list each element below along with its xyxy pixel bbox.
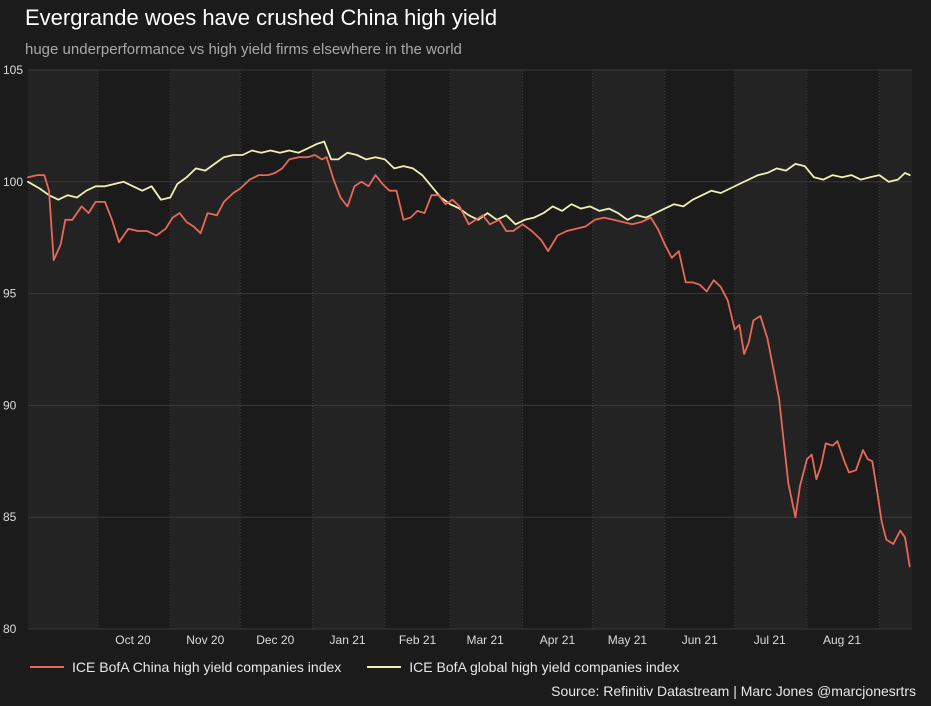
x-tick-label: Apr 21 bbox=[540, 633, 576, 647]
x-tick-label: Nov 20 bbox=[186, 633, 224, 647]
month-band bbox=[522, 70, 593, 629]
y-tick-label: 95 bbox=[3, 287, 17, 301]
month-band bbox=[807, 70, 880, 629]
legend-swatch-china bbox=[30, 666, 64, 668]
legend-label-global: ICE BofA global high yield companies ind… bbox=[409, 659, 680, 675]
month-band bbox=[592, 70, 665, 629]
y-tick-label: 105 bbox=[3, 63, 23, 77]
month-band bbox=[170, 70, 241, 629]
x-tick-label: Aug 21 bbox=[823, 633, 861, 647]
y-axis-ticks: 80 85 90 95 100 105 bbox=[3, 63, 23, 636]
x-tick-label: Dec 20 bbox=[256, 633, 294, 647]
legend-item-china: ICE BofA China high yield companies inde… bbox=[30, 659, 341, 675]
month-bands bbox=[28, 70, 912, 629]
month-band bbox=[664, 70, 735, 629]
gridlines bbox=[28, 69, 912, 630]
x-tick-label: Jan 21 bbox=[330, 633, 366, 647]
month-band bbox=[450, 70, 523, 629]
line-chart: 80 85 90 95 100 105 Oct 20 Nov 20 Dec 20 Jan 21 F… bbox=[3, 63, 912, 647]
legend: ICE BofA China high yield companies inde… bbox=[30, 659, 705, 675]
y-tick-label: 100 bbox=[3, 175, 23, 189]
month-band bbox=[28, 70, 98, 629]
x-tick-label: Feb 21 bbox=[399, 633, 437, 647]
chart-title: Evergrande woes have crushed China high … bbox=[25, 5, 498, 30]
legend-swatch-global bbox=[367, 666, 402, 668]
x-axis-ticks: Oct 20 Nov 20 Dec 20 Jan 21 Feb 21 Mar 21 Apr … bbox=[115, 633, 861, 647]
x-tick-label: May 21 bbox=[608, 633, 648, 647]
legend-item-global: ICE BofA global high yield companies ind… bbox=[367, 659, 679, 675]
y-tick-label: 90 bbox=[3, 398, 17, 412]
series-lines bbox=[27, 140, 911, 568]
month-band bbox=[312, 70, 385, 629]
x-tick-label: Oct 20 bbox=[115, 633, 151, 647]
y-tick-label: 85 bbox=[3, 510, 17, 524]
month-band bbox=[240, 70, 313, 629]
x-tick-label: Jul 21 bbox=[754, 633, 786, 647]
month-band bbox=[97, 70, 171, 629]
x-tick-label: Jun 21 bbox=[682, 633, 718, 647]
chart-subtitle: huge underperformance vs high yield firm… bbox=[25, 41, 462, 58]
series-line-global bbox=[27, 140, 911, 226]
legend-label-china: ICE BofA China high yield companies inde… bbox=[72, 659, 342, 675]
source-note: Source: Refinitiv Datastream | Marc Jone… bbox=[551, 683, 916, 699]
month-band bbox=[384, 70, 451, 629]
y-tick-label: 80 bbox=[3, 622, 17, 636]
series-line-china bbox=[27, 154, 911, 568]
x-tick-label: Mar 21 bbox=[466, 633, 504, 647]
